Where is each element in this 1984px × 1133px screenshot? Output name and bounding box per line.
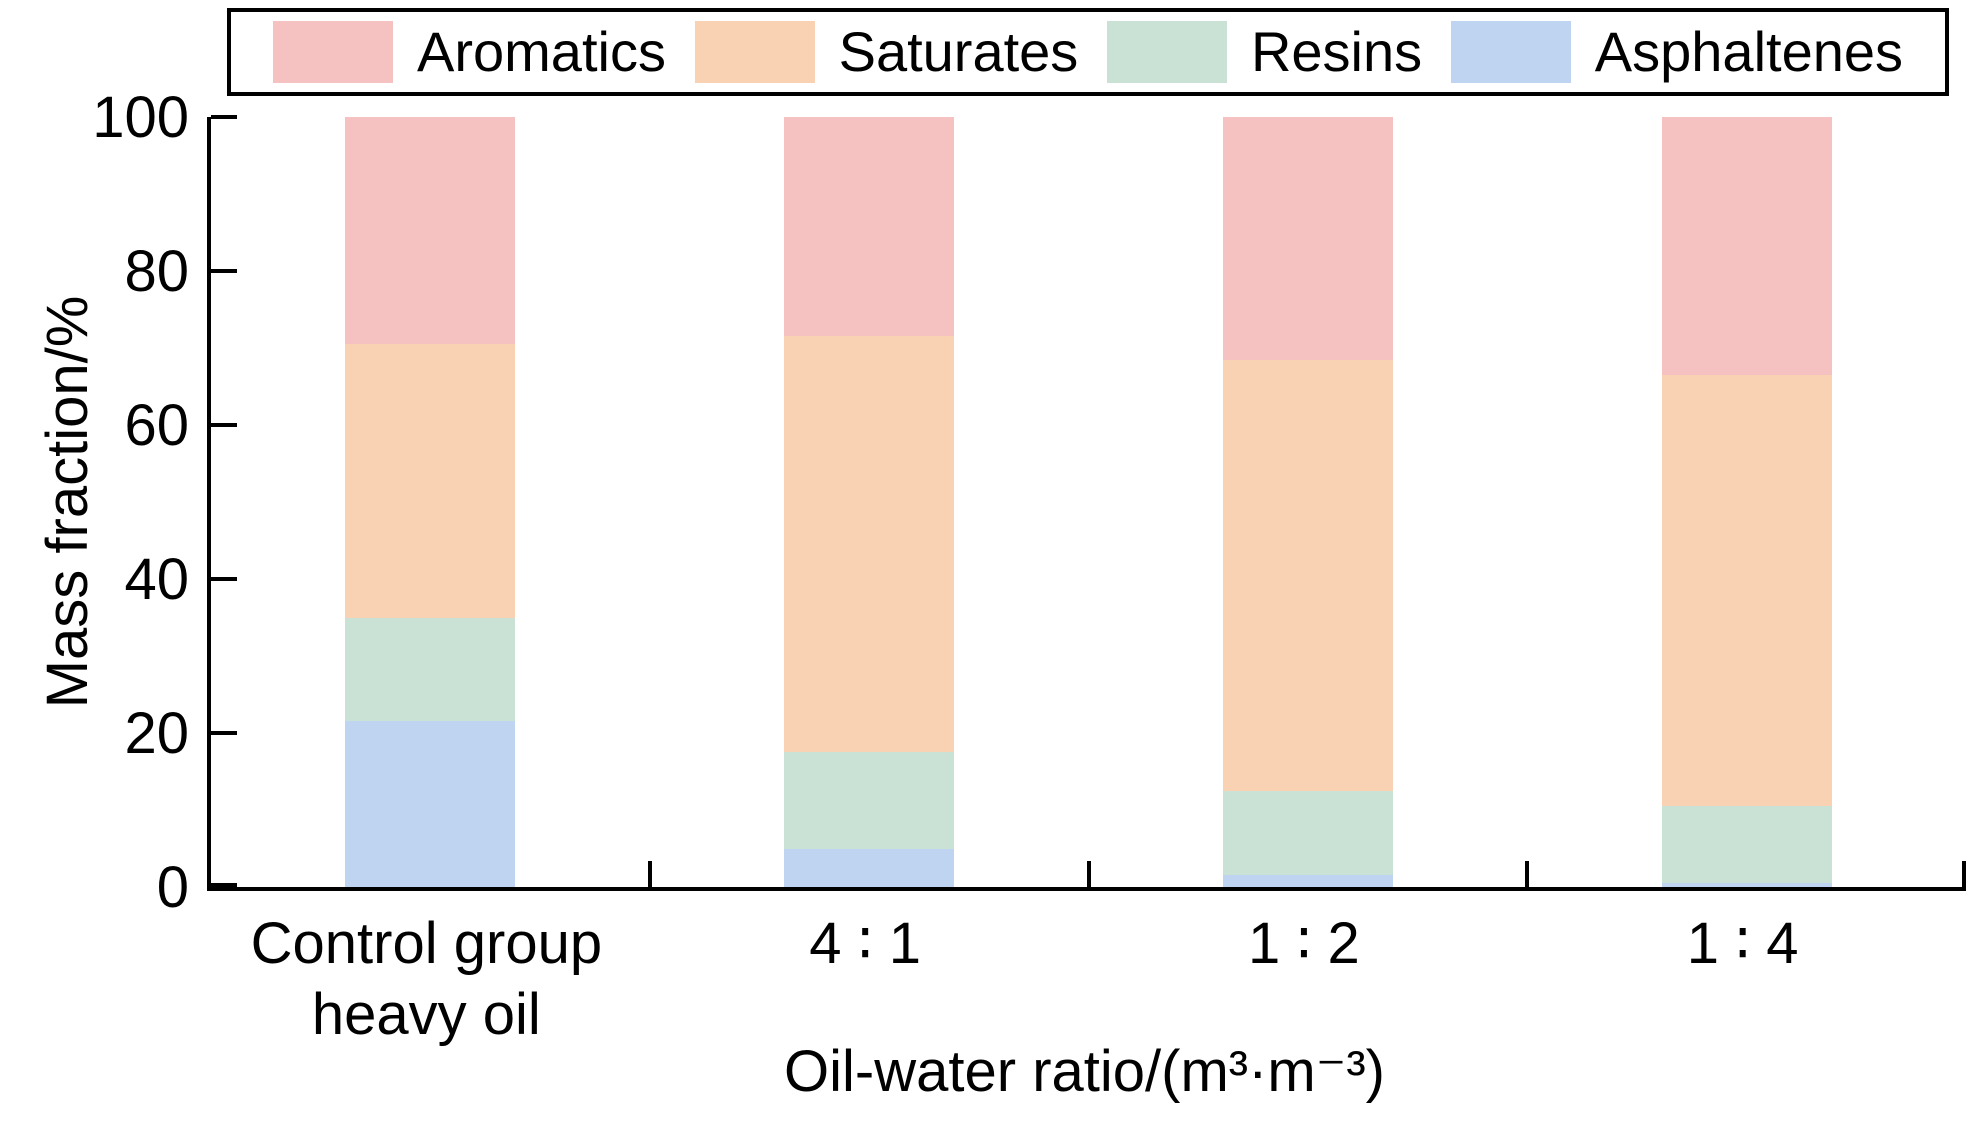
bar-segment-aromatics <box>345 117 516 345</box>
x-category-label-line: 1 ∶ 4 <box>1686 911 1799 976</box>
bar-segment-resins <box>1222 790 1393 876</box>
legend-swatch-saturates <box>694 21 815 83</box>
x-category-label-line: heavy oil <box>311 981 541 1047</box>
bar-segment-asphaltenes <box>345 721 516 887</box>
y-tick <box>211 577 237 581</box>
bar-segment-saturates <box>1661 374 1832 807</box>
bar-segment-asphaltenes <box>1222 875 1393 887</box>
y-tick-label: 20 <box>124 701 189 766</box>
bar-segment-resins <box>1661 806 1832 884</box>
legend-label: Aromatics <box>417 20 666 83</box>
bar-slot-3 <box>1527 117 1966 887</box>
legend-item-aromatics: Aromatics <box>273 21 666 83</box>
plot-area <box>207 115 1966 891</box>
bar-segment-saturates <box>345 344 516 618</box>
bar-segment-saturates <box>1222 359 1393 791</box>
y-tick <box>211 883 237 887</box>
stacked-bar-1 <box>784 117 955 887</box>
y-tick-label: 40 <box>124 547 189 612</box>
legend-item-saturates: Saturates <box>694 20 1079 83</box>
stacked-bar-2 <box>1222 117 1393 887</box>
y-axis-title: Mass fraction/% <box>35 295 100 709</box>
legend: Aromatics Saturates Resins Asphaltenes <box>227 8 1949 96</box>
legend-swatch-aromatics <box>273 21 393 83</box>
stacked-bar-0 <box>345 117 516 887</box>
bar-slot-0 <box>211 117 650 887</box>
bar-segment-resins <box>345 617 516 722</box>
x-category-labels: Control group heavy oil 4 ∶ 1 1 ∶ 2 1 ∶ 4 <box>207 909 1962 1051</box>
stacked-bar-3 <box>1661 117 1832 887</box>
bars-container <box>211 117 1966 887</box>
y-tick <box>211 423 237 427</box>
bar-segment-asphaltenes <box>1661 883 1832 887</box>
legend-swatch-resins <box>1106 21 1227 83</box>
bar-segment-aromatics <box>1222 117 1393 360</box>
bar-segment-asphaltenes <box>784 848 955 887</box>
legend-label: Resins <box>1250 20 1423 83</box>
x-tick <box>1525 861 1530 887</box>
bar-slot-2 <box>1089 117 1528 887</box>
y-tick <box>211 115 237 119</box>
y-tick <box>211 269 237 273</box>
y-tick-label: 60 <box>124 393 189 458</box>
y-tick-label: 80 <box>124 239 189 304</box>
bar-slot-1 <box>650 117 1089 887</box>
x-category-label-line: 1 ∶ 2 <box>1247 911 1360 976</box>
bar-segment-saturates <box>784 336 955 753</box>
x-category-label-2: 1 ∶ 2 <box>1085 909 1524 1051</box>
x-tick <box>1962 861 1966 887</box>
bar-segment-aromatics <box>784 117 955 337</box>
x-category-label-line: Control group <box>250 911 603 976</box>
legend-item-resins: Resins <box>1106 20 1423 83</box>
bar-segment-resins <box>784 752 955 849</box>
legend-label: Saturates <box>838 20 1079 83</box>
x-tick <box>1086 861 1091 887</box>
y-tick <box>211 731 237 735</box>
y-tick-label: 100 <box>92 85 189 150</box>
bar-segment-aromatics <box>1661 117 1832 375</box>
legend-item-asphaltenes: Asphaltenes <box>1450 20 1903 83</box>
x-category-label-line: 4 ∶ 1 <box>809 911 922 976</box>
legend-label: Asphaltenes <box>1594 20 1903 83</box>
x-category-label-1: 4 ∶ 1 <box>646 909 1085 1051</box>
x-category-label-3: 1 ∶ 4 <box>1523 909 1962 1051</box>
x-axis-title: Oil-water ratio/(m³·m⁻³) <box>784 1039 1385 1104</box>
x-tick <box>647 861 652 887</box>
x-category-label-0: Control group heavy oil <box>207 909 646 1051</box>
legend-swatch-asphaltenes <box>1450 21 1571 83</box>
y-tick-label: 0 <box>156 855 189 920</box>
